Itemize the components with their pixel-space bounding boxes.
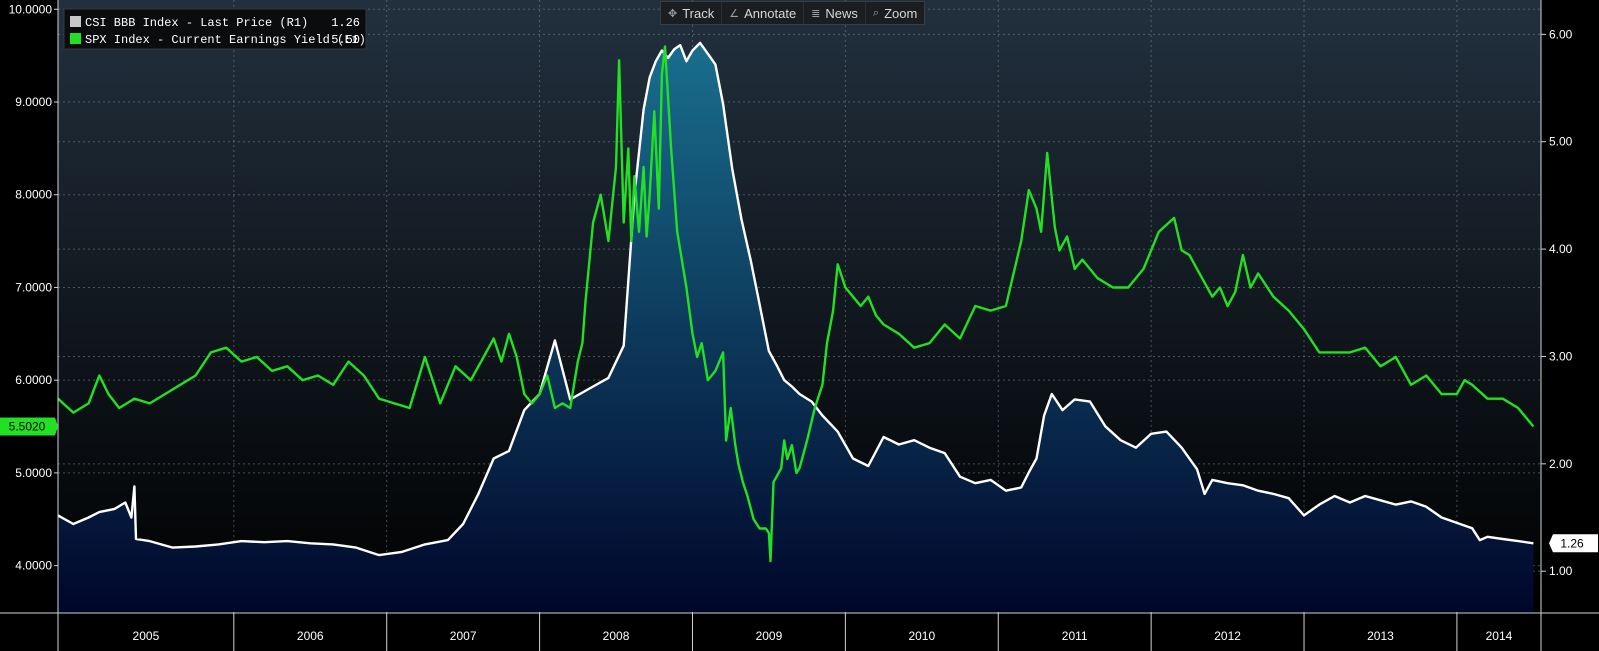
series-area-0 xyxy=(58,42,1534,612)
left-tick-label-4: 8.0000 xyxy=(15,188,52,202)
last-value-tags: 5.5020 1.26 xyxy=(0,417,1598,553)
x-tick-label-0: 2005 xyxy=(133,629,160,643)
left-tick-label-2: 6.0000 xyxy=(15,373,52,387)
pencil-icon: ∠ xyxy=(729,7,740,20)
x-tick-label-2: 2007 xyxy=(450,629,477,643)
x-tick-label-4: 2009 xyxy=(756,629,783,643)
chart-toolbar: ✥ Track ∠ Annotate ≣ News ⌕ Zoom xyxy=(660,1,926,25)
legend[interactable]: CSI BBB Index - Last Price (R1) 1.26 SPX I… xyxy=(63,8,367,50)
left-last-value-tag xyxy=(0,417,55,436)
legend-value-1: 5.50 xyxy=(331,33,360,47)
left-tick-label-5: 9.0000 xyxy=(15,95,52,109)
magnifier-icon: ⌕ xyxy=(872,6,880,19)
track-label: Track xyxy=(682,5,715,21)
series-line-1[interactable] xyxy=(57,45,1535,563)
zoom-button[interactable]: ⌕ Zoom xyxy=(866,2,924,24)
series-line-0[interactable] xyxy=(57,41,1534,557)
legend-label-0: CSI BBB Index - Last Price (R1) xyxy=(85,16,308,30)
x-tick-label-8: 2013 xyxy=(1367,629,1394,643)
annotate-label: Annotate xyxy=(744,5,797,21)
x-tick-label-6: 2011 xyxy=(1062,629,1088,643)
right-tick-label-0: 1.00 xyxy=(1549,564,1573,578)
right-last-value-tag xyxy=(1549,534,1598,553)
right-tick-label-1: 2.00 xyxy=(1549,457,1573,471)
news-label: News xyxy=(825,5,858,21)
x-tick-label-3: 2008 xyxy=(603,629,630,643)
series-lines-group xyxy=(57,41,1535,563)
right-tick-label-2: 3.00 xyxy=(1549,349,1573,363)
x-tick-label-9: 2014 xyxy=(1486,629,1513,643)
left-tick-label-1: 5.0000 xyxy=(15,466,52,480)
right-last-value-text: 1.26 xyxy=(1560,536,1584,550)
left-tick-label-0: 4.0000 xyxy=(15,559,52,573)
annotate-button[interactable]: ∠ Annotate xyxy=(722,2,805,24)
legend-swatch-1 xyxy=(70,33,81,44)
x-tick-label-1: 2006 xyxy=(297,629,324,643)
right-tick-label-3: 4.00 xyxy=(1549,242,1573,256)
left-tick-label-6: 10.0000 xyxy=(9,2,53,16)
list-icon: ≣ xyxy=(811,7,821,20)
right-tick-label-5: 6.00 xyxy=(1549,27,1573,41)
legend-value-0: 1.26 xyxy=(331,16,360,30)
left-tick-label-3: 7.0000 xyxy=(15,280,52,294)
x-tick-label-7: 2012 xyxy=(1214,629,1241,643)
bbb-area-group xyxy=(58,42,1534,612)
right-tick-label-4: 5.00 xyxy=(1549,135,1573,149)
legend-label-1: SPX Index - Current Earnings Yield (L1) xyxy=(85,33,366,47)
zoom-label: Zoom xyxy=(884,5,918,21)
left-last-value-text: 5.5020 xyxy=(9,420,46,434)
crosshair-icon: ✥ xyxy=(668,7,678,20)
legend-swatch-0 xyxy=(70,16,81,27)
legend-box xyxy=(63,8,367,50)
track-button[interactable]: ✥ Track xyxy=(661,2,723,24)
x-tick-label-5: 2010 xyxy=(908,629,935,643)
news-button[interactable]: ≣ News xyxy=(804,2,866,24)
left-last-value-tag-pointer xyxy=(55,417,58,436)
